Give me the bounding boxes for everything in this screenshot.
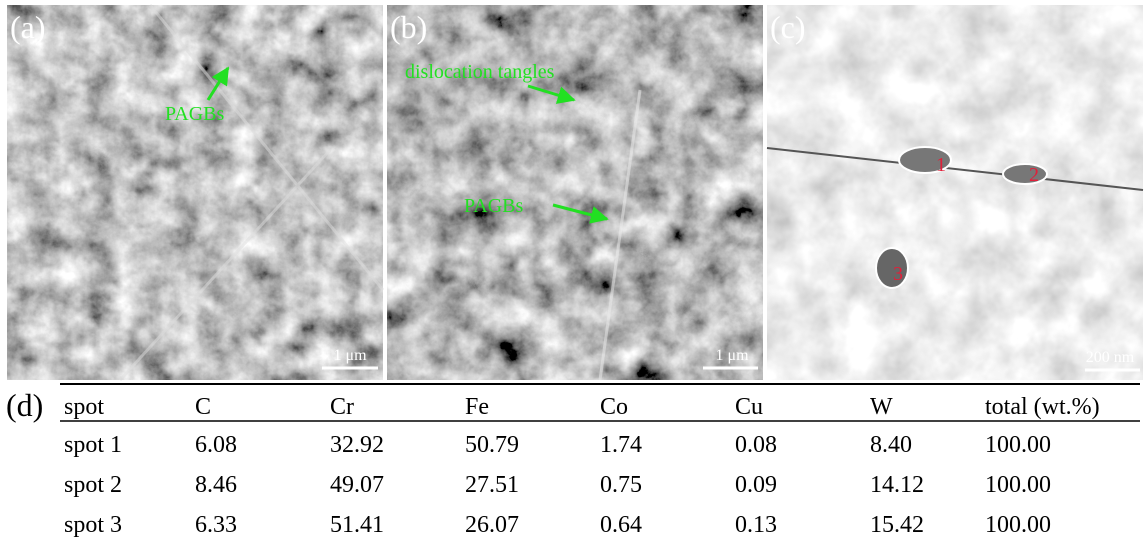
table-cell: 0.08 — [735, 432, 777, 458]
table-header: spot — [64, 394, 104, 420]
table-cell: spot 3 — [64, 512, 122, 538]
table-cell: spot 2 — [64, 472, 122, 498]
table-header: W — [870, 394, 893, 420]
table-cell: 8.46 — [195, 472, 237, 498]
scale-label: 1 μm — [333, 347, 367, 364]
table-cell: 0.64 — [600, 512, 642, 538]
table-cell: 0.09 — [735, 472, 777, 498]
table-header: Cu — [735, 394, 763, 420]
table-cell: 100.00 — [985, 512, 1051, 538]
table-cell: 32.92 — [330, 432, 384, 458]
scale-label: 200 nm — [1086, 349, 1135, 366]
panel-label: (a) — [10, 9, 46, 45]
annotation: PAGBs — [464, 195, 524, 217]
table-cell: 100.00 — [985, 472, 1051, 498]
table-cell: 27.51 — [465, 472, 519, 498]
table-cell: 26.07 — [465, 512, 519, 538]
panel-label: (c) — [770, 9, 806, 45]
table-cell: 15.42 — [870, 512, 924, 538]
panel-label: (b) — [390, 9, 427, 45]
tem-image — [767, 5, 1143, 380]
annotation: dislocation tangles — [405, 61, 555, 83]
table-cell: 1.74 — [600, 432, 642, 458]
table-cell: 6.33 — [195, 512, 237, 538]
scale-label: 1 μm — [715, 347, 749, 364]
table-header: C — [195, 394, 211, 420]
table-cell: 100.00 — [985, 432, 1051, 458]
table-cell: 51.41 — [330, 512, 384, 538]
panel-label: (d) — [6, 387, 43, 423]
table-header: total (wt.%) — [985, 394, 1100, 420]
table-cell: 14.12 — [870, 472, 924, 498]
spot-marker: 3 — [893, 263, 903, 285]
table-cell: 8.40 — [870, 432, 912, 458]
particle — [1003, 164, 1047, 184]
table-cell: 0.75 — [600, 472, 642, 498]
annotation: PAGBs — [165, 103, 225, 125]
table-cell: 50.79 — [465, 432, 519, 458]
table-cell: 6.08 — [195, 432, 237, 458]
table-cell: 49.07 — [330, 472, 384, 498]
spot-marker: 2 — [1029, 164, 1039, 186]
spot-marker: 1 — [936, 154, 946, 176]
table-header: Fe — [465, 394, 489, 420]
figure: (a) PAGBs 1 μm (b) dislocation tangles P… — [0, 0, 1145, 542]
table-header: Co — [600, 394, 628, 420]
particle — [876, 248, 908, 288]
table-cell: spot 1 — [64, 432, 122, 458]
table-cell: 0.13 — [735, 512, 777, 538]
table-header: Cr — [330, 394, 354, 420]
